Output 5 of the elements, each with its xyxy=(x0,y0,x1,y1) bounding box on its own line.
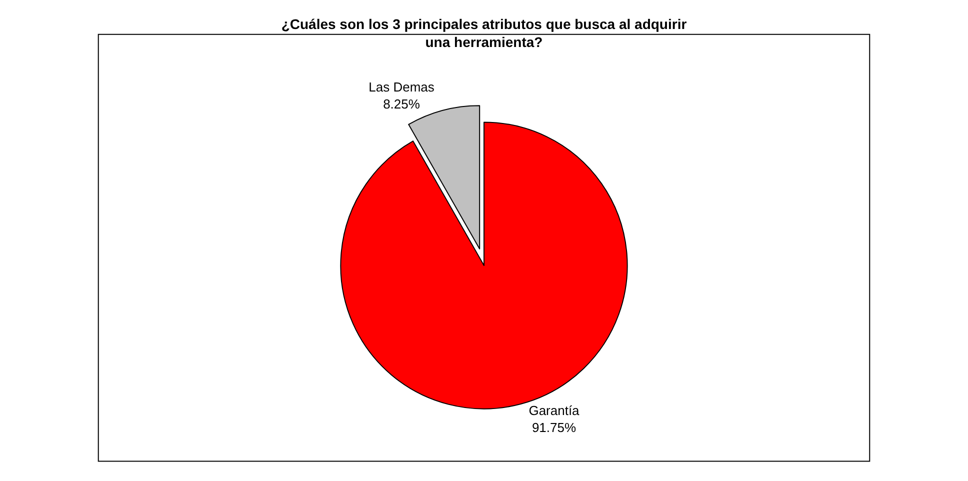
data-label: 91.75% xyxy=(532,420,576,435)
slice-label: Garantía xyxy=(528,402,580,418)
slice-label: Las Demas xyxy=(368,80,435,95)
data-label: 8.25% xyxy=(383,96,420,112)
chart-title: ¿Cuáles son los 3 principales atributos que busca al adquirir una herramienta? xyxy=(281,16,688,50)
